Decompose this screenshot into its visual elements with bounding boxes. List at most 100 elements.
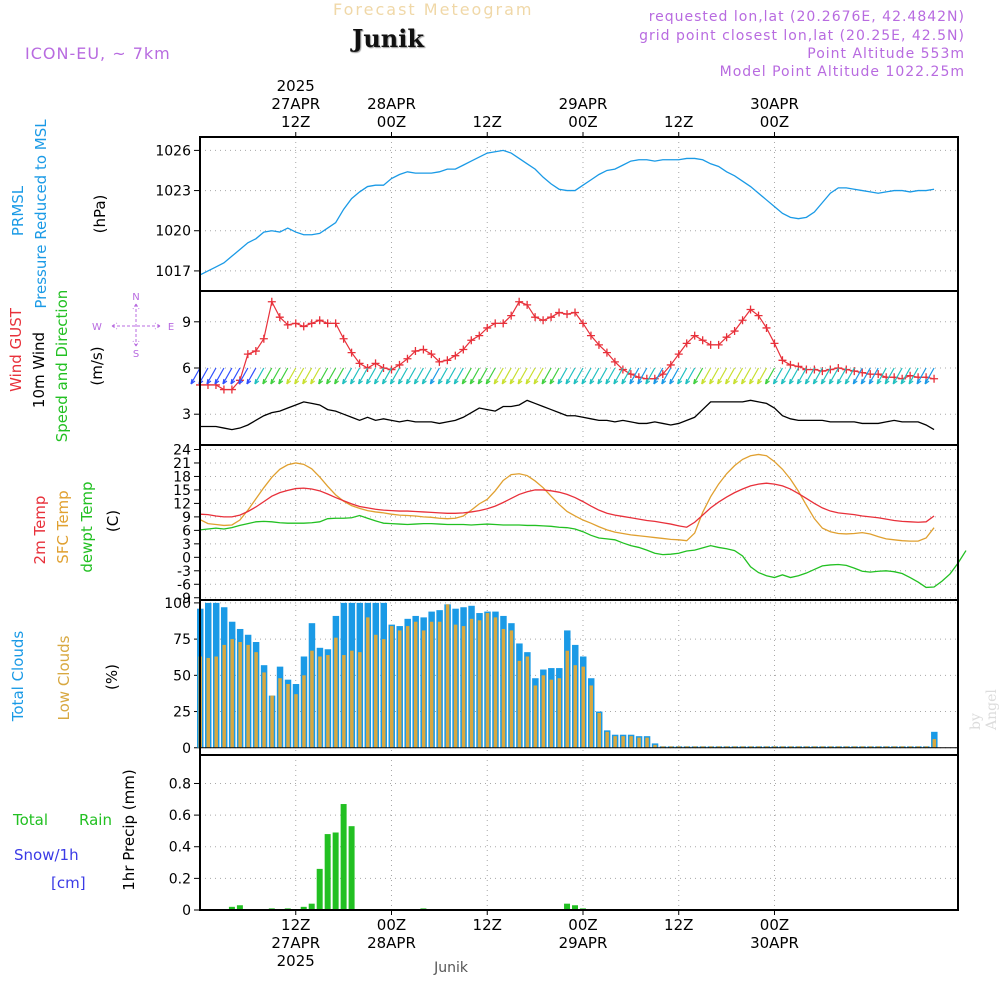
rain-bar <box>300 906 307 910</box>
temperature-ytick-label: 6 <box>182 523 191 539</box>
wind-ytick-label: 9 <box>182 315 191 331</box>
gust-marker <box>299 322 308 331</box>
rain-bars <box>228 804 586 910</box>
precip-ytick-label: 0 <box>182 903 191 919</box>
low-cloud-bar <box>326 655 330 748</box>
low-cloud-bar <box>749 746 753 748</box>
low-cloud-bar <box>605 731 609 748</box>
gust-marker <box>283 320 292 329</box>
bottom-time-label: 12Z <box>664 916 693 934</box>
wind-10m-label: 10m Wind <box>30 332 48 408</box>
bottom-time-label: 2025 <box>277 952 315 970</box>
wind-arrow <box>206 367 217 385</box>
precip-ytick-label: 0.2 <box>169 871 191 887</box>
bottom-time-label: 30APR <box>750 934 799 952</box>
wind-arrows <box>190 367 935 385</box>
temperature-ytick-label: 9 <box>182 510 191 526</box>
gust-marker <box>315 316 324 325</box>
low-cloud-bar <box>238 642 242 748</box>
wind-arrow <box>637 367 648 385</box>
wind-arrow <box>397 367 408 385</box>
wind-arrow <box>349 367 361 385</box>
precip-ytick-label: 0.6 <box>169 808 191 824</box>
gust-marker <box>682 339 691 348</box>
low-cloud-bar <box>820 746 825 748</box>
low-cloud-bar <box>214 656 218 748</box>
wind-arrow <box>230 367 241 385</box>
grid-point-location: grid point closest lon,lat (20.25E, 42.5… <box>639 28 965 44</box>
low-cloud-bar <box>461 626 466 748</box>
wind-arrow <box>421 367 432 385</box>
wind-arrow <box>469 367 480 385</box>
compass-south: S <box>133 349 139 360</box>
low-cloud-bar <box>445 604 450 748</box>
low-cloud-bar <box>836 746 841 748</box>
wind-arrow <box>557 367 568 385</box>
wind-arrow <box>645 367 656 385</box>
low-cloud-bar <box>661 746 665 748</box>
low-cloud-bar <box>812 746 817 748</box>
pressure-ytick-label: 1017 <box>155 264 191 280</box>
low-cloud-bar <box>565 650 570 748</box>
gust-marker <box>355 359 364 368</box>
low-cloud-bar <box>892 746 897 748</box>
gust-marker <box>602 348 611 357</box>
low-cloud-bar <box>908 746 913 748</box>
gust-marker <box>347 348 356 357</box>
wind-arrow <box>549 367 560 385</box>
low-cloud-bar <box>629 736 633 748</box>
wind-arrow <box>254 367 265 385</box>
low-cloud-bar <box>876 746 881 748</box>
gust-marker <box>459 345 468 354</box>
wind-arrow <box>493 367 504 385</box>
top-time-label: 00Z <box>377 113 406 131</box>
gust-marker <box>762 323 771 332</box>
low-cloud-bar <box>844 746 849 748</box>
wind-arrow <box>381 367 393 385</box>
total-label: Total <box>12 811 48 829</box>
total-clouds-label: Total Clouds <box>9 631 27 723</box>
precip-xgrid <box>295 755 775 910</box>
low-cloud-bar <box>788 746 793 748</box>
temperature-ytick-label: -3 <box>177 564 191 580</box>
wind-arrow <box>286 367 297 385</box>
gust-marker <box>323 319 332 328</box>
low-cloud-bar <box>517 660 522 748</box>
bottom-time-label: 00Z <box>377 916 406 934</box>
low-cloud-bar <box>653 744 657 748</box>
low-cloud-bar <box>485 613 490 748</box>
wind-arrow <box>190 367 201 385</box>
wind-arrow <box>597 367 608 385</box>
bottom-station-label: Junik <box>433 960 469 976</box>
low-cloud-bar <box>725 746 729 748</box>
wind-arrow <box>677 367 688 385</box>
gust-marker <box>626 370 635 379</box>
gust-marker <box>395 360 404 369</box>
low-cloud-bar <box>294 694 298 748</box>
top-time-label: 2025 <box>277 77 315 95</box>
gust-marker <box>618 365 627 374</box>
gust-marker <box>523 300 532 309</box>
wind-arrow <box>701 367 712 385</box>
gust-markers <box>196 297 939 394</box>
wind-arrow <box>365 367 377 385</box>
temperature-ytick-label: 21 <box>173 456 191 472</box>
rain-bar <box>236 905 243 910</box>
low-cloud-bar <box>637 737 641 748</box>
low-cloud-bar <box>589 685 593 748</box>
wind-arrow <box>373 367 385 385</box>
wind-arrow <box>908 367 919 385</box>
precip-frame <box>199 754 959 911</box>
temperature-ytick-label: -9 <box>177 591 191 607</box>
wind-arrow <box>860 367 871 385</box>
low-cloud-bar <box>342 655 346 748</box>
wind-arrow <box>246 367 257 385</box>
bottom-time-label: 29APR <box>559 934 608 952</box>
pressure-frame <box>199 136 959 292</box>
wind-arrow <box>629 367 640 385</box>
wind-arrow <box>693 367 704 385</box>
bottom-time-label: 27APR <box>271 934 320 952</box>
low-cloud-bar <box>613 736 617 748</box>
